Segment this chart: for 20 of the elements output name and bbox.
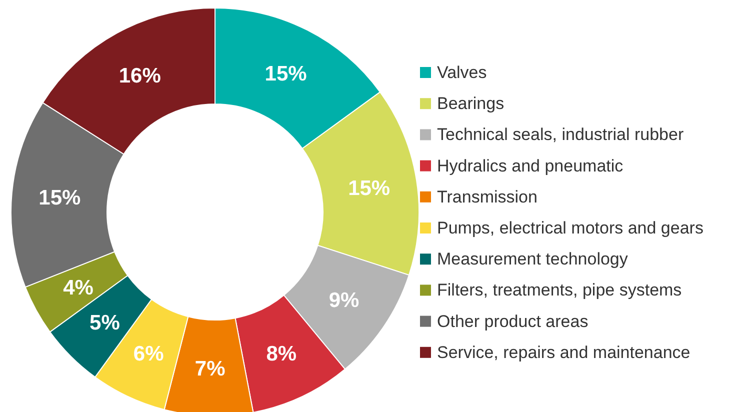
legend-label: Hydralics and pneumatic: [437, 156, 624, 176]
legend-label: Bearings: [437, 94, 504, 114]
legend-label: Valves: [437, 62, 487, 82]
legend-label: Transmission: [437, 187, 538, 206]
legend-label: Measurement technology: [437, 250, 628, 269]
data-label: 8%: [266, 342, 297, 366]
legend-label: Filters, treatments, pipe systems: [437, 280, 682, 300]
data-label: 15%: [38, 186, 82, 210]
data-label: 4%: [63, 276, 94, 300]
legend-label: Pumps, electrical motors and gears: [437, 218, 704, 238]
data-label: 6%: [133, 342, 164, 366]
legend-label: Technical seals, industrial rubber: [437, 125, 684, 144]
legend-label: Service, repairs and maintenance: [437, 342, 690, 362]
data-label: 5%: [90, 312, 120, 335]
data-label: 15%: [348, 176, 390, 200]
legend-label: Other product areas: [437, 312, 588, 331]
data-label: 16%: [118, 64, 162, 88]
data-label: 9%: [328, 289, 360, 312]
data-label: 7%: [194, 357, 226, 380]
data-label: 15%: [264, 62, 308, 86]
